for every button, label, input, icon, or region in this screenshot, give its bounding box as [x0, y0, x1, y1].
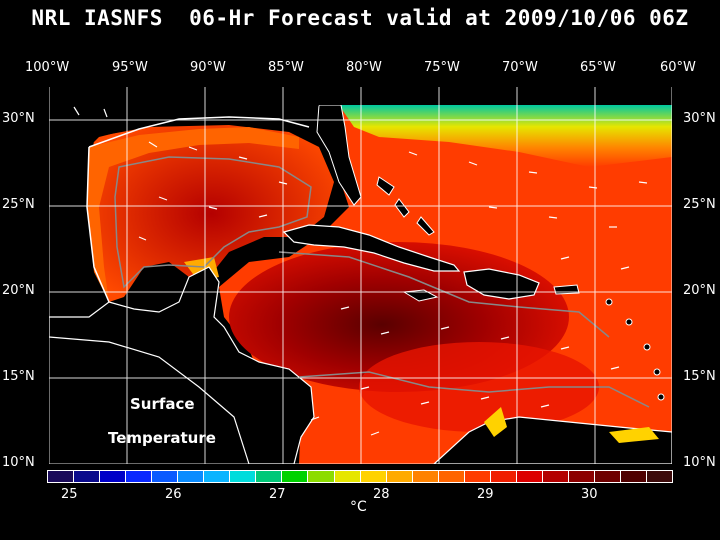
colorbar — [47, 470, 673, 483]
colorbar-swatch — [621, 471, 648, 482]
land-mass — [49, 266, 315, 464]
colorbar-swatch — [204, 471, 231, 482]
land-mass — [625, 318, 633, 326]
lat-label-left: 25°N — [2, 197, 35, 212]
colorbar-swatch — [308, 471, 335, 482]
bathymetry-contour — [278, 251, 610, 338]
bathymetry-contour — [114, 156, 312, 289]
land-mass — [643, 343, 651, 351]
lon-label: 65°W — [580, 60, 616, 75]
colorbar-swatch — [230, 471, 257, 482]
colorbar-swatch — [360, 471, 387, 482]
ocean-region — [484, 407, 507, 437]
colorbar-swatch — [647, 471, 673, 482]
sst-map — [49, 87, 672, 464]
map-label-temperature: Temperature — [108, 429, 216, 447]
lon-label: 100°W — [25, 60, 70, 75]
colorbar-swatch — [282, 471, 309, 482]
ocean-region — [89, 125, 334, 302]
graticule — [49, 87, 672, 464]
colorbar-swatch — [568, 471, 595, 482]
land-mass — [653, 368, 661, 376]
current-vectors — [73, 106, 648, 436]
coastline — [86, 146, 110, 303]
colorbar-swatch — [542, 471, 569, 482]
colorbar-tick-label: 27 — [269, 487, 286, 502]
colorbar-swatch — [438, 471, 465, 482]
lat-label-right: 30°N — [683, 111, 716, 126]
map-label-surface: Surface — [130, 395, 195, 413]
land-mass — [49, 87, 672, 317]
land-mass — [394, 198, 410, 218]
lon-label: 75°W — [424, 60, 460, 75]
lat-label-right: 20°N — [683, 283, 716, 298]
colorbar-swatch — [126, 471, 153, 482]
colorbar-swatch — [334, 471, 361, 482]
lat-label-left: 20°N — [2, 283, 35, 298]
lat-label-left: 30°N — [2, 111, 35, 126]
colorbar-swatch — [464, 471, 491, 482]
lon-label: 70°W — [502, 60, 538, 75]
land-mass — [416, 216, 435, 236]
colorbar-tick-label: 26 — [165, 487, 182, 502]
colorbar-swatch — [48, 471, 75, 482]
lon-label: 60°W — [660, 60, 696, 75]
colorbar-swatch — [152, 471, 179, 482]
colorbar-swatch — [74, 471, 101, 482]
land-mass — [553, 284, 580, 295]
colorbar-swatch — [178, 471, 205, 482]
land-mass — [402, 289, 439, 302]
bathymetry-contour — [298, 371, 650, 408]
land-mass — [376, 176, 395, 196]
colorbar-tick-label: 25 — [61, 487, 78, 502]
lon-label: 90°W — [190, 60, 226, 75]
colorbar-swatch — [490, 471, 517, 482]
lon-label: 95°W — [112, 60, 148, 75]
land-mass — [657, 393, 665, 401]
lat-label-right: 10°N — [683, 455, 716, 470]
ocean-region — [609, 427, 659, 443]
lat-label-right: 15°N — [683, 369, 716, 384]
lon-label: 80°W — [346, 60, 382, 75]
land-mass — [282, 224, 461, 272]
colorbar-tick-label: 29 — [477, 487, 494, 502]
colorbar-tick-label: 30 — [581, 487, 598, 502]
map-title: NRL IASNFS 06-Hr Forecast valid at 2009/… — [31, 6, 689, 30]
colorbar-swatch — [386, 471, 413, 482]
land-mass — [316, 104, 362, 206]
colorbar-tick-label: 28 — [373, 487, 390, 502]
land-mass — [49, 342, 249, 464]
land-mass — [605, 298, 613, 306]
colorbar-swatch — [412, 471, 439, 482]
lon-label: 85°W — [268, 60, 304, 75]
colorbar-swatch — [516, 471, 543, 482]
ocean-region — [87, 127, 299, 302]
colorbar-swatch — [100, 471, 127, 482]
lat-label-left: 15°N — [2, 369, 35, 384]
sst-map-svg — [49, 87, 672, 464]
colorbar-swatch — [256, 471, 283, 482]
colorbar-units: °C — [350, 499, 367, 515]
ocean-region — [359, 342, 599, 432]
colorbar-swatch — [594, 471, 622, 482]
lat-label-right: 25°N — [683, 197, 716, 212]
lat-label-left: 10°N — [2, 455, 35, 470]
